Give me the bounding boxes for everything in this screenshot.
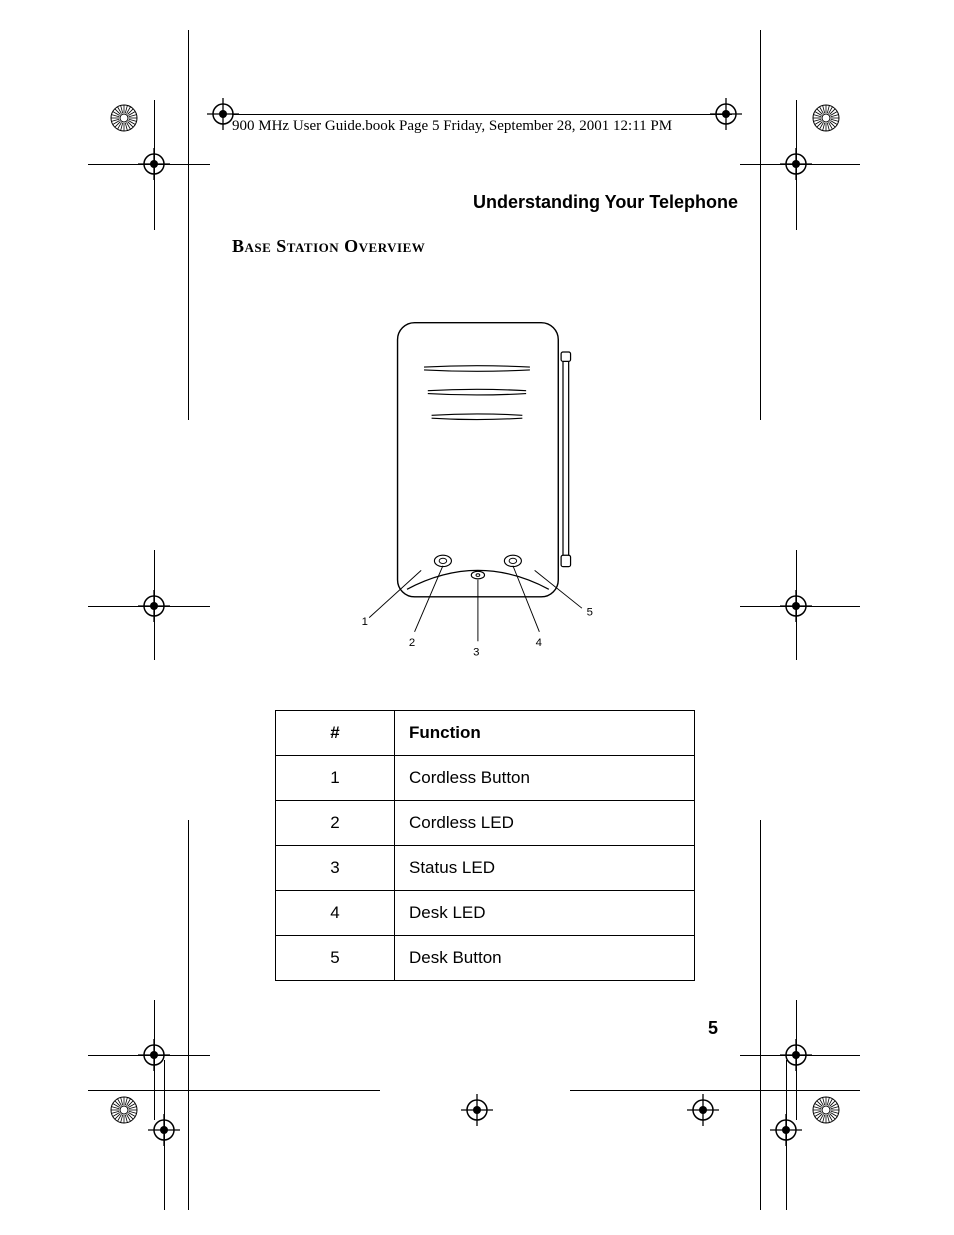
table-row: 4Desk LED xyxy=(276,891,695,936)
header-book-line: 900 MHz User Guide.book Page 5 Friday, S… xyxy=(232,118,672,135)
registration-radial-icon xyxy=(808,1092,844,1128)
base-station-diagram: 1 2 3 4 5 xyxy=(355,305,615,675)
registration-cross-icon xyxy=(459,1092,495,1128)
registration-cross-icon xyxy=(136,1037,172,1073)
registration-cross-icon xyxy=(146,1112,182,1148)
table-header-row: # Function xyxy=(276,711,695,756)
registration-cross-icon xyxy=(778,588,814,624)
crop-h-line xyxy=(88,1090,380,1091)
callout-number: 1 xyxy=(362,616,368,628)
registration-cross-icon xyxy=(136,146,172,182)
registration-cross-icon xyxy=(778,1037,814,1073)
row-number: 2 xyxy=(276,801,395,846)
crop-v-line xyxy=(760,30,761,420)
section-title: Understanding Your Telephone xyxy=(473,192,738,213)
registration-cross-icon xyxy=(768,1112,804,1148)
registration-cross-icon xyxy=(778,146,814,182)
registration-cross-icon xyxy=(685,1092,721,1128)
registration-cross-icon xyxy=(205,96,241,132)
diagram-svg: 1 2 3 4 5 xyxy=(355,305,615,675)
row-function: Desk LED xyxy=(395,891,695,936)
row-number: 3 xyxy=(276,846,395,891)
crop-h-line xyxy=(570,1090,860,1091)
crop-v-line xyxy=(760,820,761,1210)
col-header-function: Function xyxy=(395,711,695,756)
registration-radial-icon xyxy=(106,100,142,136)
crop-v-line xyxy=(188,820,189,1210)
header-rule xyxy=(232,114,732,115)
registration-cross-icon xyxy=(708,96,744,132)
registration-cross-icon xyxy=(136,588,172,624)
callout-number: 4 xyxy=(536,637,542,649)
row-number: 4 xyxy=(276,891,395,936)
row-function: Cordless Button xyxy=(395,756,695,801)
row-number: 5 xyxy=(276,936,395,981)
callout-number: 2 xyxy=(409,637,415,649)
function-table: # Function 1Cordless Button2Cordless LED… xyxy=(275,710,695,981)
row-function: Status LED xyxy=(395,846,695,891)
page-number: 5 xyxy=(708,1018,718,1039)
registration-radial-icon xyxy=(808,100,844,136)
table-row: 5Desk Button xyxy=(276,936,695,981)
row-function: Desk Button xyxy=(395,936,695,981)
crop-v-line xyxy=(188,30,189,420)
row-function: Cordless LED xyxy=(395,801,695,846)
table-row: 3Status LED xyxy=(276,846,695,891)
callout-number: 5 xyxy=(587,607,593,619)
col-header-number: # xyxy=(276,711,395,756)
table-row: 1Cordless Button xyxy=(276,756,695,801)
callout-number: 3 xyxy=(473,646,479,658)
registration-radial-icon xyxy=(106,1092,142,1128)
table-row: 2Cordless LED xyxy=(276,801,695,846)
function-table-wrap: # Function 1Cordless Button2Cordless LED… xyxy=(275,710,695,981)
row-number: 1 xyxy=(276,756,395,801)
subsection-title: Base Station Overview xyxy=(232,236,425,257)
